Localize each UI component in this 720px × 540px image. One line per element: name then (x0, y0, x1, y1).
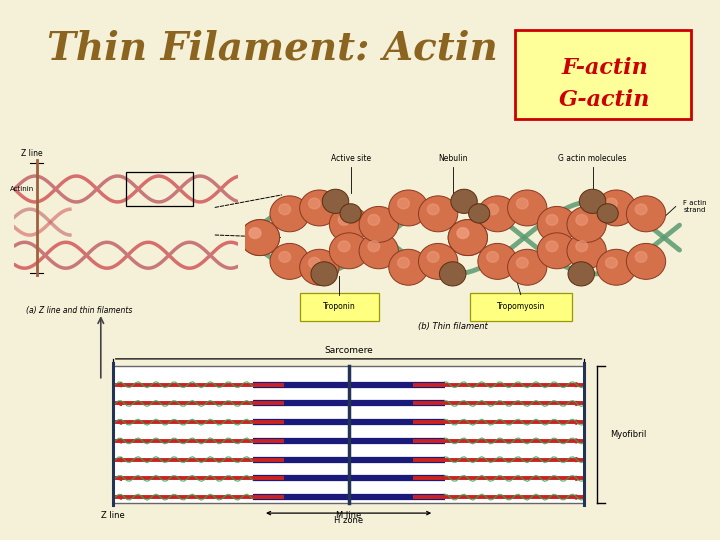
Circle shape (626, 244, 666, 279)
Text: H zone: H zone (334, 516, 363, 525)
Circle shape (567, 206, 606, 242)
Text: G actin molecules: G actin molecules (558, 154, 627, 163)
Circle shape (270, 196, 310, 232)
Circle shape (516, 198, 528, 209)
Circle shape (300, 190, 339, 226)
Circle shape (606, 198, 617, 209)
FancyBboxPatch shape (469, 293, 572, 321)
Circle shape (329, 206, 369, 242)
Circle shape (311, 262, 338, 286)
Circle shape (580, 189, 606, 213)
Circle shape (323, 189, 348, 213)
Text: F actin
strand: F actin strand (683, 200, 707, 213)
Circle shape (606, 258, 617, 268)
Circle shape (508, 190, 547, 226)
Circle shape (457, 228, 469, 239)
Circle shape (308, 198, 320, 209)
Circle shape (240, 220, 279, 255)
Circle shape (567, 233, 606, 269)
Circle shape (389, 249, 428, 285)
Circle shape (516, 258, 528, 268)
Circle shape (597, 249, 636, 285)
Text: M line: M line (336, 511, 361, 519)
Circle shape (448, 220, 487, 255)
Text: Actinin: Actinin (10, 186, 34, 192)
Text: Sarcomere: Sarcomere (324, 347, 373, 355)
Circle shape (270, 244, 310, 279)
Circle shape (487, 204, 498, 215)
Circle shape (478, 244, 517, 279)
Circle shape (469, 204, 490, 223)
Circle shape (418, 196, 458, 232)
FancyBboxPatch shape (300, 293, 379, 321)
Circle shape (546, 214, 558, 225)
Circle shape (240, 220, 279, 255)
Circle shape (389, 190, 428, 226)
Circle shape (329, 233, 369, 269)
Circle shape (597, 204, 618, 223)
Circle shape (359, 206, 398, 242)
Bar (113, 366, 585, 503)
Circle shape (249, 228, 261, 239)
Circle shape (338, 214, 350, 225)
Circle shape (448, 220, 487, 255)
Circle shape (427, 252, 439, 262)
Text: Thin Filament: Actin: Thin Filament: Actin (47, 30, 498, 68)
Circle shape (626, 196, 666, 232)
Circle shape (487, 252, 498, 262)
Circle shape (368, 214, 379, 225)
Text: Active site: Active site (330, 154, 371, 163)
Circle shape (635, 204, 647, 215)
Circle shape (508, 249, 547, 285)
Circle shape (368, 241, 379, 252)
Text: Nebulin: Nebulin (438, 154, 467, 163)
Text: Tropomyosin: Tropomyosin (497, 302, 545, 311)
Circle shape (568, 262, 595, 286)
Circle shape (338, 241, 350, 252)
Text: (b) Thin filament: (b) Thin filament (418, 322, 487, 331)
Circle shape (340, 204, 361, 223)
Circle shape (249, 228, 261, 239)
Circle shape (397, 258, 410, 268)
Text: (a) Z line and thin filaments: (a) Z line and thin filaments (26, 306, 132, 315)
Text: G-actin: G-actin (559, 89, 650, 111)
Circle shape (279, 252, 291, 262)
Circle shape (537, 206, 577, 242)
Text: F-actin: F-actin (562, 57, 648, 78)
Circle shape (300, 249, 339, 285)
Circle shape (397, 198, 410, 209)
Circle shape (546, 241, 558, 252)
FancyBboxPatch shape (515, 30, 691, 119)
Circle shape (359, 233, 398, 269)
Text: Myofibril: Myofibril (611, 430, 647, 439)
Circle shape (439, 262, 466, 286)
Text: Z line: Z line (22, 149, 43, 158)
Circle shape (451, 189, 477, 213)
Circle shape (635, 252, 647, 262)
Circle shape (576, 241, 588, 252)
Circle shape (308, 258, 320, 268)
Circle shape (478, 196, 517, 232)
Circle shape (418, 244, 458, 279)
Bar (126, 172, 193, 206)
Circle shape (576, 214, 588, 225)
Circle shape (427, 204, 439, 215)
Circle shape (537, 233, 577, 269)
Circle shape (457, 228, 469, 239)
Circle shape (597, 190, 636, 226)
Circle shape (279, 204, 291, 215)
Text: Z line: Z line (101, 511, 125, 519)
Text: Troponin: Troponin (323, 302, 356, 311)
